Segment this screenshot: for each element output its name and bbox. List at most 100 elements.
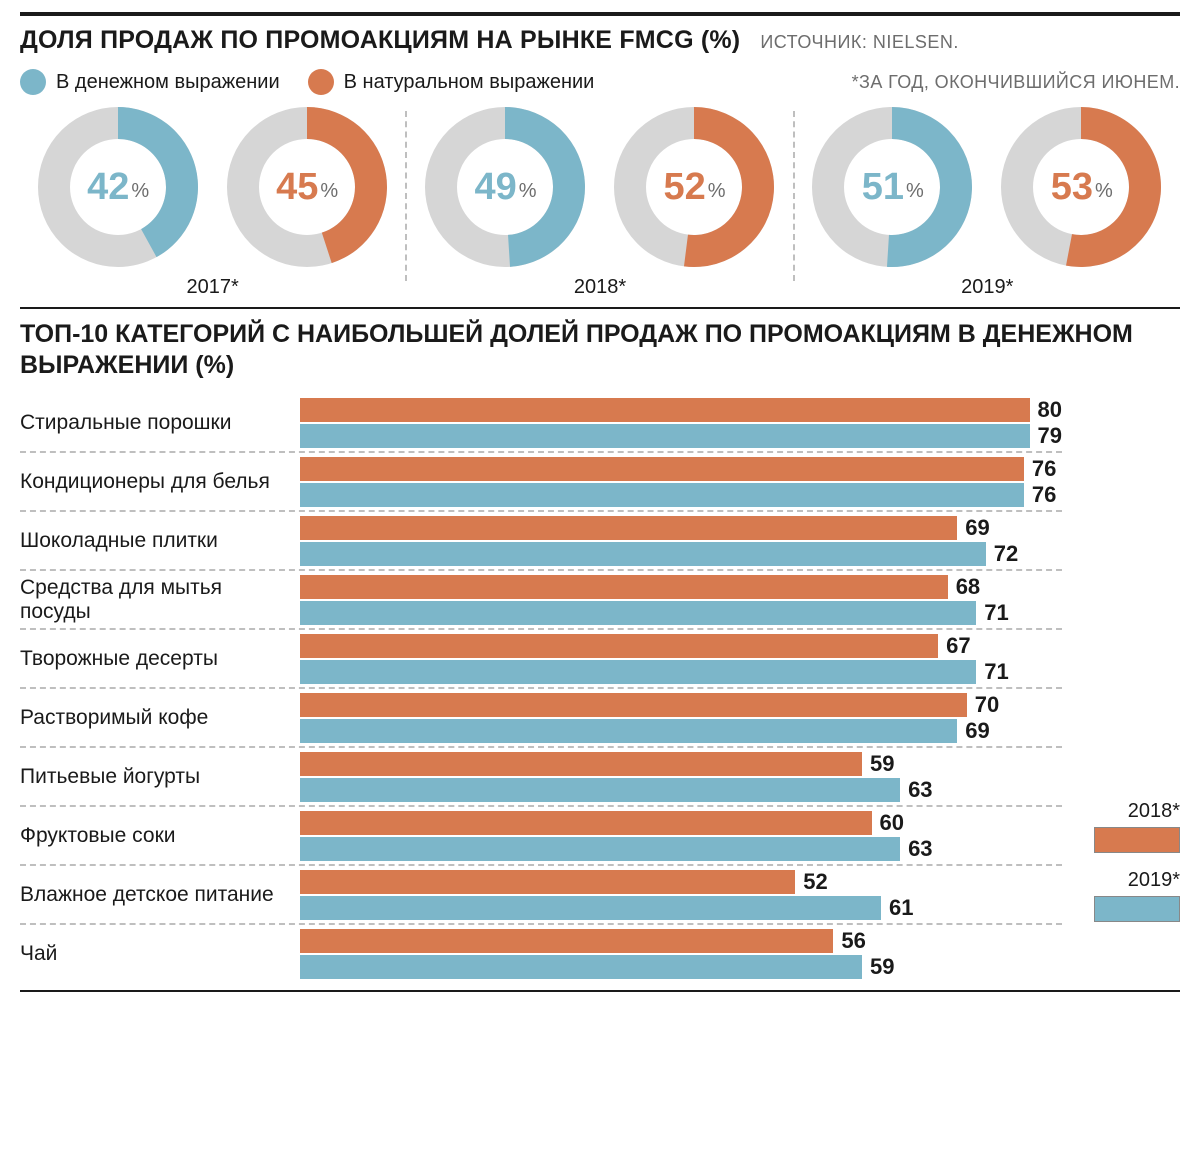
donut-pair: 51 % 53 % <box>810 105 1164 270</box>
bar-tracks: 7069 <box>300 693 1062 743</box>
bar-row: Кондиционеры для белья7676 <box>20 453 1062 512</box>
bar-legend-label: 2019* <box>1070 869 1180 892</box>
donut-value: 49 <box>474 166 516 209</box>
bar-row: Растворимый кофе7069 <box>20 689 1062 748</box>
bar-track: 79 <box>300 424 1062 448</box>
donut-value: 52 <box>663 166 705 209</box>
bar-track: 76 <box>300 483 1062 507</box>
bar-fill <box>300 811 872 835</box>
bar-value: 68 <box>956 574 980 600</box>
bar-tracks: 67 71 <box>300 634 1062 684</box>
bottom-rule <box>20 990 1180 992</box>
bar-value: 71 <box>984 659 1008 685</box>
bar-track: 68 <box>300 575 1062 599</box>
bar-fill <box>300 483 1024 507</box>
bar-row: Чай 5659 <box>20 925 1062 982</box>
bar-fill <box>300 752 862 776</box>
year-label: 2018* <box>574 276 626 299</box>
bar-fill <box>300 601 976 625</box>
category-label: Средства для мытья посуды <box>20 576 300 624</box>
donut: 45 % <box>225 105 390 270</box>
donut-value: 51 <box>862 166 904 209</box>
donut-legend: В денежном выражении В натуральном выраж… <box>20 69 1180 95</box>
legend-dot-volume <box>308 69 334 95</box>
bar-track: 63 <box>300 837 1062 861</box>
bar-fill <box>300 870 795 894</box>
year-group: 42 % 45 % 2017* <box>20 105 405 299</box>
bar-value: 72 <box>994 541 1018 567</box>
category-label: Фруктовые соки <box>20 824 300 848</box>
donut-pair: 49 % 52 % <box>423 105 777 270</box>
bar-legend-swatch <box>1094 827 1180 853</box>
bar-value: 61 <box>889 895 913 921</box>
bar-track: 56 <box>300 929 1062 953</box>
bar-fill <box>300 542 986 566</box>
category-label: Шоколадные плитки <box>20 529 300 553</box>
bar-fill <box>300 424 1030 448</box>
percent-sign: % <box>519 180 537 203</box>
donut-center: 51 % <box>810 105 975 270</box>
bar-legend-label: 2018* <box>1070 800 1180 823</box>
bar-fill <box>300 896 881 920</box>
bar-value: 69 <box>965 515 989 541</box>
bar-value: 63 <box>908 777 932 803</box>
bar-value: 67 <box>946 633 970 659</box>
bar-legend-swatch <box>1094 896 1180 922</box>
donut: 49 % <box>423 105 588 270</box>
bar-row: Влажное детское питание 52 61 <box>20 866 1062 925</box>
donut: 53 % <box>999 105 1164 270</box>
bar-fill <box>300 398 1030 422</box>
legend-volume: В натуральном выражении <box>308 69 595 95</box>
donut-grid: 42 % 45 % 2017* 49 % 52 % 2018* 51 % 53 … <box>20 105 1180 299</box>
bar-track: 67 <box>300 634 1062 658</box>
bar-fill <box>300 719 957 743</box>
bar-track: 59 <box>300 752 1062 776</box>
year-label: 2019* <box>961 276 1013 299</box>
bar-track: 60 <box>300 811 1062 835</box>
bar-fill <box>300 693 967 717</box>
category-label: Стиральные порошки <box>20 411 300 435</box>
bar-row: Средства для мытья посуды6871 <box>20 571 1062 630</box>
bar-value: 79 <box>1038 423 1062 449</box>
bar-fill <box>300 575 948 599</box>
percent-sign: % <box>320 180 338 203</box>
bar-row: Творожные десерты 67 71 <box>20 630 1062 689</box>
percent-sign: % <box>131 180 149 203</box>
donut-center: 52 % <box>612 105 777 270</box>
donut-pair: 42 % 45 % <box>36 105 390 270</box>
bar-fill <box>300 837 900 861</box>
bar-track: 61 <box>300 896 1062 920</box>
category-label: Влажное детское питание <box>20 883 300 907</box>
bar-fill <box>300 660 976 684</box>
donut-center: 53 % <box>999 105 1164 270</box>
bar-tracks: 52 61 <box>300 870 1062 920</box>
category-label: Питьевые йогурты <box>20 765 300 789</box>
top-rule <box>20 12 1180 16</box>
bar-value: 52 <box>803 869 827 895</box>
bar-value: 56 <box>841 928 865 954</box>
bar-tracks: 5963 <box>300 752 1062 802</box>
bar-row: Питьевые йогурты5963 <box>20 748 1062 807</box>
bar-legend-item: 2018* <box>1070 800 1180 853</box>
bar-fill <box>300 457 1024 481</box>
bar-tracks: 7676 <box>300 457 1062 507</box>
donut: 51 % <box>810 105 975 270</box>
bar-value: 60 <box>880 810 904 836</box>
bar-track: 76 <box>300 457 1062 481</box>
donut: 42 % <box>36 105 201 270</box>
bar-track: 71 <box>300 601 1062 625</box>
bar-tracks: 6871 <box>300 575 1062 625</box>
bar-fill <box>300 634 938 658</box>
bar-value: 59 <box>870 954 894 980</box>
year-group: 51 % 53 % 2019* <box>795 105 1180 299</box>
bar-track: 59 <box>300 955 1062 979</box>
bar-tracks: 8079 <box>300 398 1062 448</box>
bar-track: 80 <box>300 398 1062 422</box>
bar-track: 69 <box>300 516 1062 540</box>
bar-fill <box>300 929 833 953</box>
category-label: Творожные десерты <box>20 647 300 671</box>
section-divider <box>20 307 1180 309</box>
category-label: Чай <box>20 942 300 966</box>
donut-value: 45 <box>276 166 318 209</box>
bar-fill <box>300 955 862 979</box>
